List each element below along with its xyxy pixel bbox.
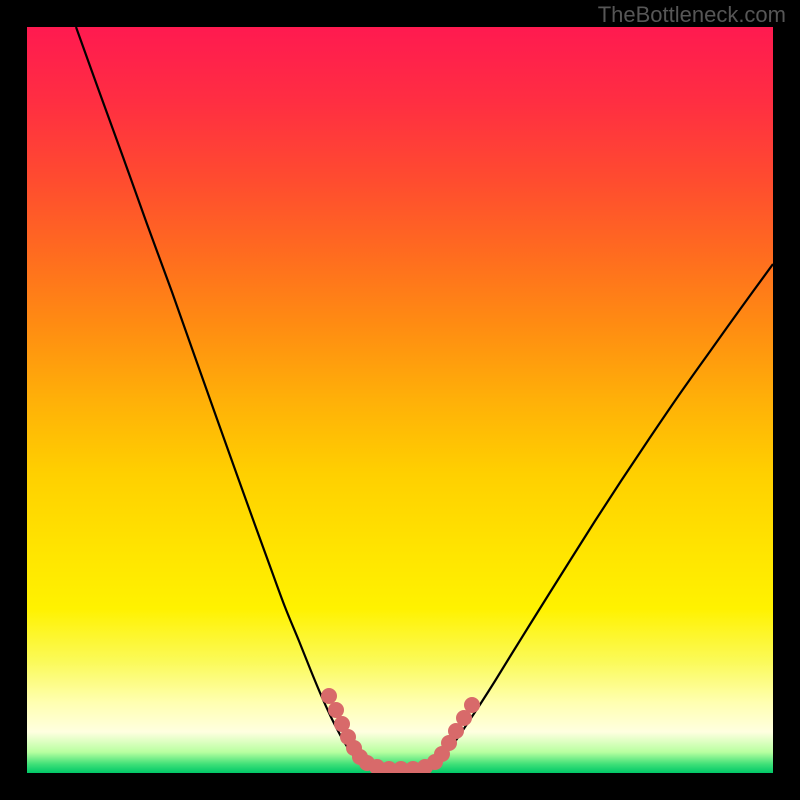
- plot-area: [27, 27, 773, 773]
- valley-highlight-dot: [328, 702, 344, 718]
- valley-highlight-dot: [464, 697, 480, 713]
- plot-svg: [27, 27, 773, 773]
- watermark-text: TheBottleneck.com: [598, 2, 786, 28]
- valley-highlight-dot: [321, 688, 337, 704]
- bottleneck-curve: [76, 27, 773, 767]
